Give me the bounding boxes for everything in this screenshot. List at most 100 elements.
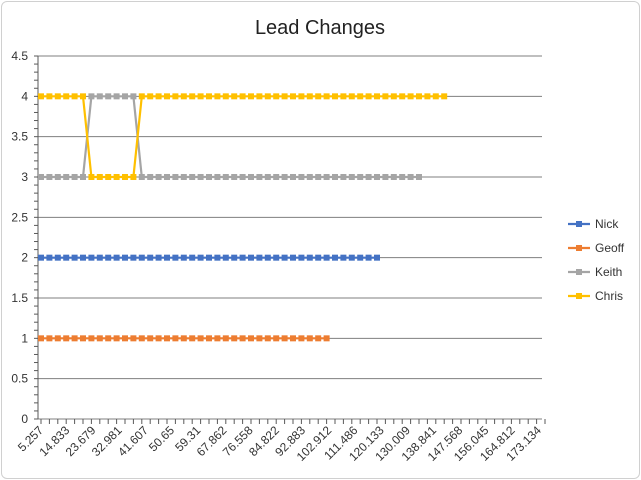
data-point-keith xyxy=(248,174,254,180)
data-point-geoff xyxy=(273,335,280,342)
legend-label: Chris xyxy=(595,289,623,303)
data-point-chris xyxy=(147,93,154,100)
data-point-nick xyxy=(374,254,380,261)
data-point-geoff xyxy=(113,335,120,342)
data-point-nick xyxy=(96,254,103,261)
data-point-geoff xyxy=(315,335,322,342)
data-point-chris xyxy=(38,93,44,100)
data-point-keith xyxy=(105,93,112,100)
data-point-keith xyxy=(54,174,61,180)
data-point-chris xyxy=(298,93,305,100)
data-point-nick xyxy=(155,254,162,261)
data-point-keith xyxy=(147,174,154,180)
legend-item-geoff: Geoff xyxy=(568,241,625,255)
data-point-chris xyxy=(197,93,204,100)
data-point-keith xyxy=(155,174,162,180)
data-point-nick xyxy=(105,254,112,261)
data-point-chris xyxy=(164,93,170,100)
data-point-nick xyxy=(365,254,372,261)
y-tick-label: 3 xyxy=(21,170,28,184)
data-point-geoff xyxy=(96,335,103,342)
data-point-chris xyxy=(424,93,431,100)
data-point-nick xyxy=(138,254,145,261)
data-point-chris xyxy=(306,93,313,100)
data-point-geoff xyxy=(155,335,162,342)
y-tick-label: 1.5 xyxy=(11,291,28,305)
data-point-chris xyxy=(113,174,120,180)
data-point-keith xyxy=(315,174,322,180)
data-point-geoff xyxy=(38,335,44,342)
series-keith xyxy=(38,93,422,180)
data-point-nick xyxy=(332,254,338,261)
series-geoff xyxy=(38,335,330,342)
data-point-chris xyxy=(390,93,397,100)
data-point-chris xyxy=(290,93,296,100)
data-point-chris xyxy=(88,174,95,180)
data-point-geoff xyxy=(147,335,154,342)
data-point-chris xyxy=(416,93,422,100)
legend-swatch-marker xyxy=(576,269,582,275)
data-point-chris xyxy=(264,93,271,100)
data-point-keith xyxy=(231,174,238,180)
data-point-nick xyxy=(122,254,128,261)
data-point-geoff xyxy=(222,335,229,342)
data-point-nick xyxy=(54,254,61,261)
data-point-chris xyxy=(130,174,137,180)
legend-item-chris: Chris xyxy=(568,289,623,303)
data-point-nick xyxy=(264,254,271,261)
series-nick xyxy=(38,254,380,261)
data-point-chris xyxy=(382,93,389,100)
data-point-chris xyxy=(281,93,288,100)
y-axis: 0 0.5 1 1.5 2 2.5 3 3.5 4 4.5 xyxy=(11,49,39,426)
data-point-chris xyxy=(323,93,330,100)
data-point-keith xyxy=(332,174,338,180)
gridlines xyxy=(38,55,542,420)
data-point-geoff xyxy=(206,335,212,342)
data-point-geoff xyxy=(231,335,238,342)
data-point-geoff xyxy=(88,335,95,342)
data-point-chris xyxy=(222,93,229,100)
data-point-geoff xyxy=(164,335,170,342)
data-point-nick xyxy=(63,254,70,261)
data-point-nick xyxy=(315,254,322,261)
data-point-nick xyxy=(164,254,170,261)
legend-label: Nick xyxy=(595,217,619,231)
data-point-nick xyxy=(348,254,355,261)
data-point-nick xyxy=(80,254,86,261)
data-point-nick xyxy=(290,254,296,261)
data-point-keith xyxy=(323,174,330,180)
data-point-keith xyxy=(46,174,53,180)
data-point-keith xyxy=(298,174,305,180)
legend-swatch-marker xyxy=(576,245,582,251)
data-point-chris xyxy=(256,93,263,100)
data-point-nick xyxy=(256,254,263,261)
data-point-geoff xyxy=(80,335,86,342)
data-point-keith xyxy=(130,93,137,100)
data-point-keith xyxy=(348,174,355,180)
data-point-chris xyxy=(46,93,53,100)
data-point-nick xyxy=(147,254,154,261)
data-point-geoff xyxy=(180,335,187,342)
data-point-geoff xyxy=(264,335,271,342)
data-point-geoff xyxy=(290,335,296,342)
data-point-geoff xyxy=(172,335,179,342)
data-point-chris xyxy=(407,93,414,100)
data-point-nick xyxy=(248,254,254,261)
data-point-geoff xyxy=(54,335,61,342)
data-point-chris xyxy=(432,93,439,100)
data-point-chris xyxy=(340,93,347,100)
y-tick-label: 0 xyxy=(21,412,28,426)
data-point-keith xyxy=(96,93,103,100)
chart-title: Lead Changes xyxy=(255,17,385,39)
data-point-keith xyxy=(71,174,78,180)
y-tick-label: 2.5 xyxy=(11,210,28,224)
data-point-nick xyxy=(214,254,221,261)
data-point-keith xyxy=(340,174,347,180)
data-point-nick xyxy=(306,254,313,261)
data-point-geoff xyxy=(306,335,313,342)
data-point-chris xyxy=(239,93,246,100)
legend-swatch-marker xyxy=(576,221,582,227)
data-point-nick xyxy=(88,254,95,261)
